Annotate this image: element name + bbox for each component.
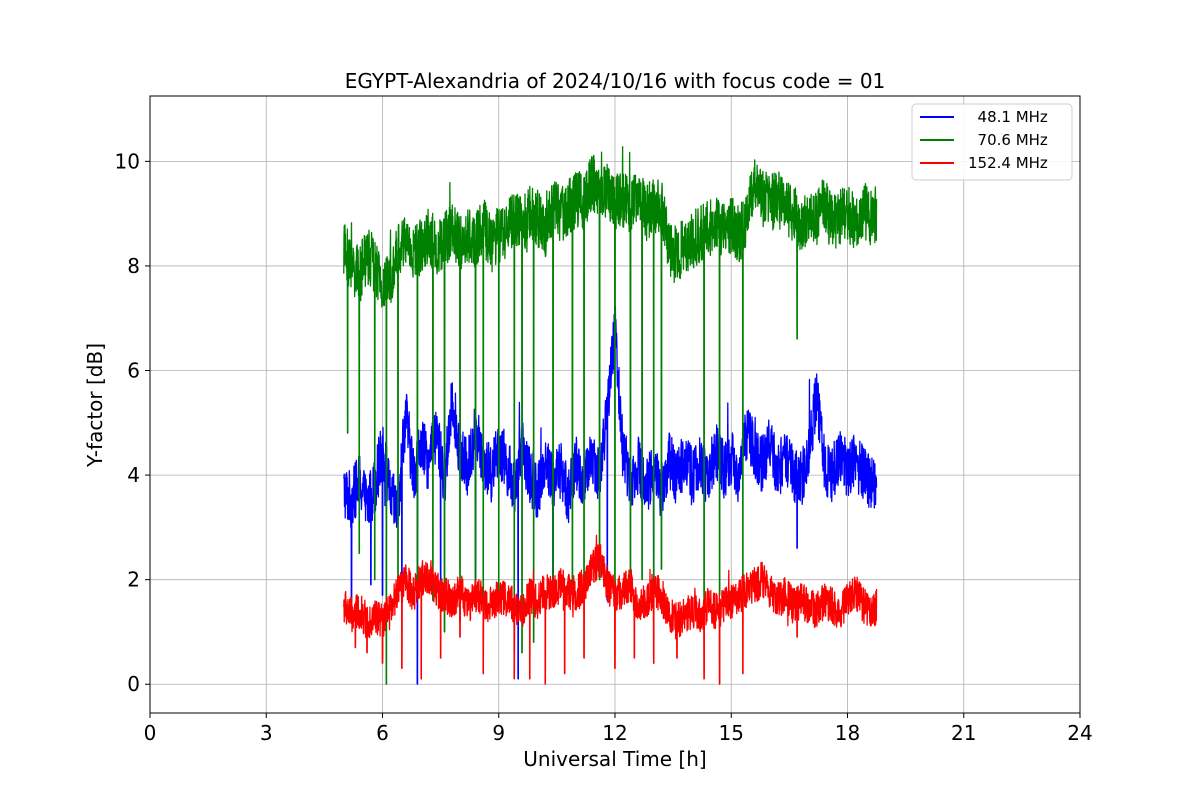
x-tick-label-7: 21 xyxy=(951,721,976,745)
series-line-1 xyxy=(343,146,878,685)
legend-label-1: 70.6 MHz xyxy=(968,131,1048,149)
legend-label-2: 152.4 MHz xyxy=(968,154,1048,172)
x-tick-label-4: 12 xyxy=(602,721,627,745)
series-layer xyxy=(343,146,878,685)
chart-title: EGYPT-Alexandria of 2024/10/16 with focu… xyxy=(345,69,886,93)
y-axis-label: Y-factor [dB] xyxy=(83,343,107,468)
y-tick-label-0: 0 xyxy=(127,672,140,696)
x-tick-label-3: 9 xyxy=(492,721,505,745)
x-tick-label-6: 18 xyxy=(835,721,860,745)
x-tick-label-8: 24 xyxy=(1067,721,1092,745)
series-2 xyxy=(343,534,878,685)
x-tick-label-1: 3 xyxy=(260,721,273,745)
x-tick-label-0: 0 xyxy=(144,721,157,745)
x-axis-label: Universal Time [h] xyxy=(523,747,706,771)
x-tick-label-5: 15 xyxy=(719,721,744,745)
y-tick-label-3: 6 xyxy=(127,359,140,383)
series-line-2 xyxy=(343,534,878,685)
y-tick-label-1: 2 xyxy=(127,568,140,592)
x-tick-label-2: 6 xyxy=(376,721,389,745)
legend-box xyxy=(911,103,1073,181)
y-tick-label-4: 8 xyxy=(127,254,140,278)
legend-label-0: 48.1 MHz xyxy=(968,108,1048,126)
legend: 48.1 MHz 70.6 MHz 152.4 MHz xyxy=(911,103,1073,181)
y-tick-label-2: 4 xyxy=(127,463,140,487)
y-tick-label-5: 10 xyxy=(115,149,140,173)
